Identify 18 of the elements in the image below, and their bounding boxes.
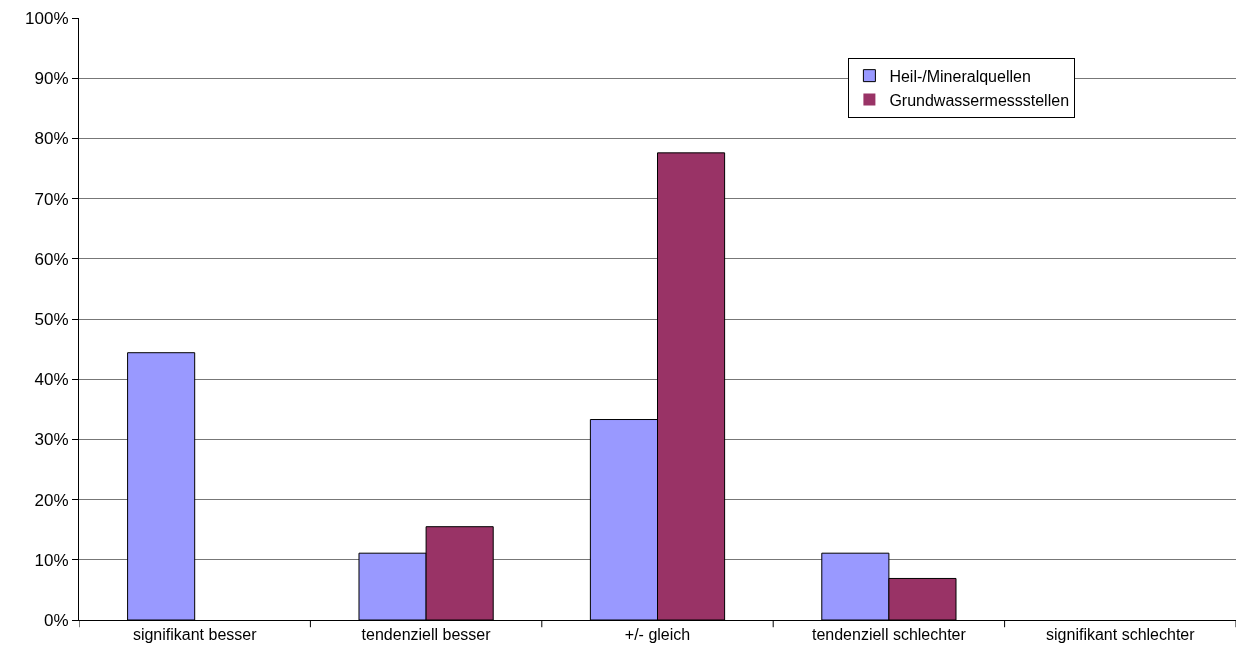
x-tick-label: signifikant besser (132, 626, 258, 644)
y-tick-label: 30% (34, 430, 69, 450)
x-tick-label: tendenziell besser (361, 626, 492, 644)
x-tick-label: signifikant schlechter (1046, 626, 1196, 644)
legend-label: Grundwassermessstellen (889, 91, 1070, 109)
y-tick-label: 10% (34, 550, 69, 570)
x-tick-label: +/- gleich (624, 626, 691, 644)
x-tick-label: tendenziell schlechter (811, 626, 967, 644)
y-tick-label: 0% (44, 610, 69, 630)
y-tick-label: 20% (34, 490, 69, 510)
y-tick-label: 40% (34, 370, 69, 390)
y-tick-label: 70% (34, 189, 69, 209)
y-tick-label: 50% (34, 309, 69, 329)
y-tick-label: 100% (25, 8, 69, 28)
y-tick-label: 80% (34, 129, 69, 149)
y-tick-label: 90% (34, 69, 69, 89)
y-tick-label: 60% (34, 249, 69, 269)
legend-label: Heil-/Mineralquellen (889, 67, 1031, 85)
